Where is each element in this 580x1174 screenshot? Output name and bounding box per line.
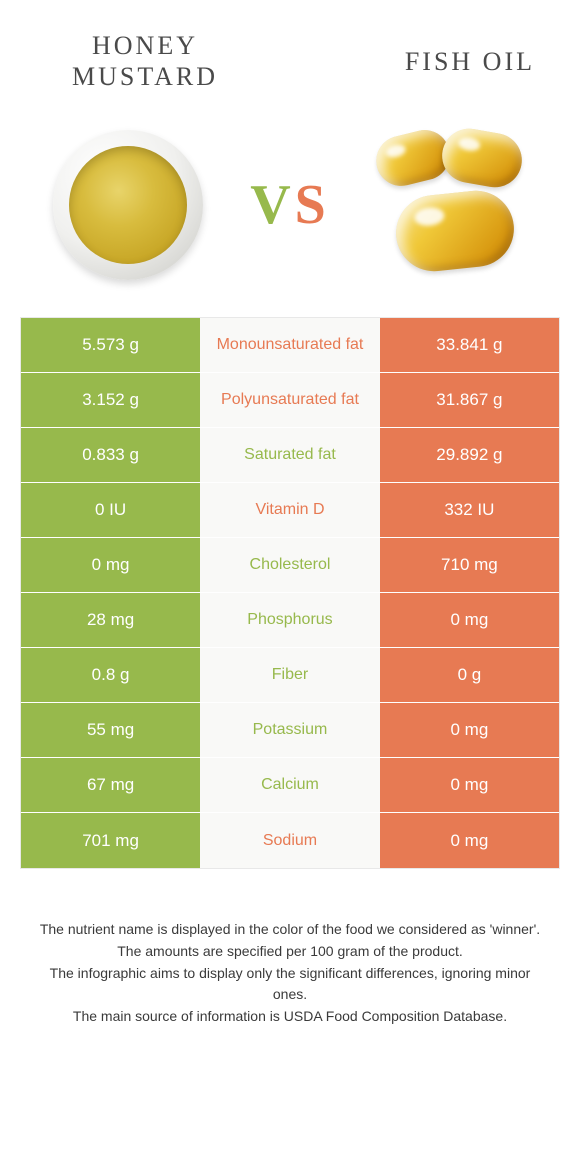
cell-nutrient-label: Vitamin D: [200, 483, 380, 537]
image-honey-mustard: [45, 122, 210, 287]
table-row: 0 IUVitamin D332 IU: [21, 483, 559, 538]
cell-right-value: 0 mg: [380, 813, 559, 868]
cell-nutrient-label: Phosphorus: [200, 593, 380, 647]
cell-nutrient-label: Monounsaturated fat: [200, 318, 380, 372]
table-row: 0.8 gFiber0 g: [21, 648, 559, 703]
cell-nutrient-label: Calcium: [200, 758, 380, 812]
cell-right-value: 0 mg: [380, 593, 559, 647]
cell-left-value: 28 mg: [21, 593, 200, 647]
cell-left-value: 5.573 g: [21, 318, 200, 372]
cell-left-value: 3.152 g: [21, 373, 200, 427]
cell-left-value: 0 IU: [21, 483, 200, 537]
table-row: 701 mgSodium0 mg: [21, 813, 559, 868]
table-row: 3.152 gPolyunsaturated fat31.867 g: [21, 373, 559, 428]
cell-nutrient-label: Cholesterol: [200, 538, 380, 592]
cell-left-value: 701 mg: [21, 813, 200, 868]
cell-right-value: 0 mg: [380, 758, 559, 812]
table-row: 67 mgCalcium0 mg: [21, 758, 559, 813]
title-left-line2: MUSTARD: [72, 62, 218, 91]
cell-right-value: 0 mg: [380, 703, 559, 757]
title-right: FISH OIL: [335, 46, 535, 77]
title-left-line1: HONEY: [92, 31, 198, 60]
table-row: 0.833 gSaturated fat29.892 g: [21, 428, 559, 483]
image-fish-oil: [370, 122, 535, 287]
vs-s: S: [295, 174, 330, 236]
table-row: 5.573 gMonounsaturated fat33.841 g: [21, 318, 559, 373]
cell-left-value: 67 mg: [21, 758, 200, 812]
cell-nutrient-label: Sodium: [200, 813, 380, 868]
cell-right-value: 31.867 g: [380, 373, 559, 427]
cell-right-value: 29.892 g: [380, 428, 559, 482]
footnote-line: The main source of information is USDA F…: [35, 1006, 545, 1028]
cell-nutrient-label: Fiber: [200, 648, 380, 702]
cell-right-value: 710 mg: [380, 538, 559, 592]
table-row: 0 mgCholesterol710 mg: [21, 538, 559, 593]
vs-v: V: [250, 174, 294, 236]
vs-label: VS: [250, 173, 330, 237]
cell-right-value: 332 IU: [380, 483, 559, 537]
cell-left-value: 55 mg: [21, 703, 200, 757]
header: HONEY MUSTARD FISH OIL: [0, 0, 580, 112]
comparison-table: 5.573 gMonounsaturated fat33.841 g3.152 …: [20, 317, 560, 869]
cell-nutrient-label: Saturated fat: [200, 428, 380, 482]
title-left: HONEY MUSTARD: [45, 30, 245, 92]
footnotes: The nutrient name is displayed in the co…: [0, 869, 580, 1027]
table-row: 55 mgPotassium0 mg: [21, 703, 559, 758]
cell-nutrient-label: Polyunsaturated fat: [200, 373, 380, 427]
cell-left-value: 0.8 g: [21, 648, 200, 702]
cell-nutrient-label: Potassium: [200, 703, 380, 757]
table-row: 28 mgPhosphorus0 mg: [21, 593, 559, 648]
cell-left-value: 0 mg: [21, 538, 200, 592]
cell-right-value: 33.841 g: [380, 318, 559, 372]
footnote-line: The amounts are specified per 100 gram o…: [35, 941, 545, 963]
footnote-line: The nutrient name is displayed in the co…: [35, 919, 545, 941]
footnote-line: The infographic aims to display only the…: [35, 963, 545, 1006]
cell-left-value: 0.833 g: [21, 428, 200, 482]
cell-right-value: 0 g: [380, 648, 559, 702]
hero-row: VS: [0, 112, 580, 317]
